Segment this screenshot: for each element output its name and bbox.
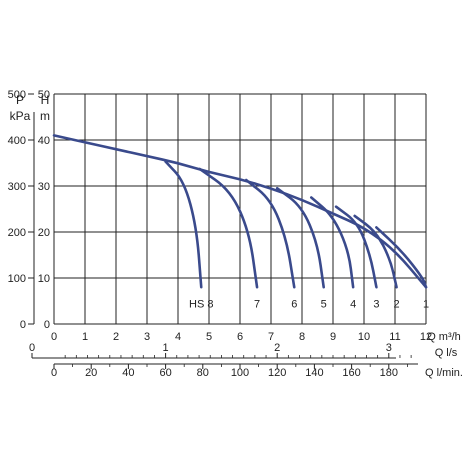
head-tick-label: 50: [38, 89, 50, 101]
curve-2: [353, 214, 398, 289]
qm3h-tick-label: 3: [144, 331, 150, 343]
curve-label: 6: [291, 299, 297, 311]
pressure-axis-unit: kPa: [10, 109, 31, 123]
qls-tick-label: 2: [274, 342, 280, 354]
pressure-tick-label: 200: [8, 227, 26, 239]
head-axis-title: H: [41, 93, 50, 107]
pressure-tick-label: 0: [20, 319, 26, 331]
head-axis-unit: m: [40, 109, 50, 123]
qls-tick-label: 1: [163, 342, 169, 354]
qlmin-tick-label: 20: [85, 367, 97, 379]
qls-tick-label: 0: [29, 342, 35, 354]
head-tick-label: 40: [38, 135, 50, 147]
qls-tick-label: 3: [386, 342, 392, 354]
qm3h-tick-label: 10: [358, 331, 370, 343]
qlmin-tick-label: 160: [342, 367, 360, 379]
head-tick-label: 10: [38, 273, 50, 285]
curve-hs-8: [164, 160, 203, 289]
qlmin-tick-label: 100: [231, 367, 249, 379]
curve-1: [375, 226, 428, 289]
qm3h-tick-label: 11: [389, 331, 400, 343]
qm3h-tick-label: 8: [299, 331, 305, 343]
pressure-tick-label: 400: [8, 135, 26, 147]
curve-7: [198, 167, 259, 289]
curve-label: 2: [393, 299, 399, 311]
qlmin-tick-label: 80: [197, 367, 209, 379]
qlmin-tick-label: 40: [122, 367, 134, 379]
pressure-axis-title: P: [16, 93, 24, 107]
head-tick-label: 0: [44, 319, 50, 331]
qm3h-axis-label: Q m³/h: [427, 331, 461, 343]
qlmin-tick-label: 140: [305, 367, 323, 379]
curve-5: [275, 187, 325, 289]
qlmin-tick-label: 180: [380, 367, 398, 379]
qm3h-tick-label: 1: [82, 331, 88, 343]
head-tick-label: 20: [38, 227, 50, 239]
pressure-tick-label: 300: [8, 181, 26, 193]
qls-axis-label: Q l/s: [435, 347, 458, 359]
qm3h-tick-label: 6: [237, 331, 243, 343]
pressure-tick-label: 100: [8, 273, 26, 285]
qm3h-tick-label: 7: [268, 331, 274, 343]
qlmin-tick-label: 120: [268, 367, 286, 379]
curves: [52, 134, 428, 289]
curve-label: HS 8: [189, 299, 213, 311]
qm3h-tick-label: 0: [51, 331, 57, 343]
curve-4: [310, 196, 355, 289]
qm3h-tick-label: 12: [420, 331, 432, 343]
curve-label: 5: [321, 299, 327, 311]
qlmin-axis-label: Q l/min.: [425, 367, 463, 379]
qm3h-tick-label: 4: [175, 331, 181, 343]
grid: [53, 93, 427, 325]
qlmin-tick-label: 60: [159, 367, 171, 379]
qm3h-tick-label: 9: [330, 331, 336, 343]
head-tick-label: 30: [38, 181, 50, 193]
curve-label: 4: [350, 299, 356, 311]
axes: [28, 93, 418, 369]
curve-label: 1: [423, 299, 429, 311]
qm3h-tick-label: 5: [206, 331, 212, 343]
curve-3: [334, 205, 378, 289]
pressure-tick-label: 500: [8, 89, 26, 101]
qlmin-tick-label: 0: [51, 367, 57, 379]
qm3h-tick-label: 2: [113, 331, 119, 343]
curve-label: 7: [254, 299, 260, 311]
curve-label: 3: [373, 299, 379, 311]
curve-6: [244, 178, 296, 289]
